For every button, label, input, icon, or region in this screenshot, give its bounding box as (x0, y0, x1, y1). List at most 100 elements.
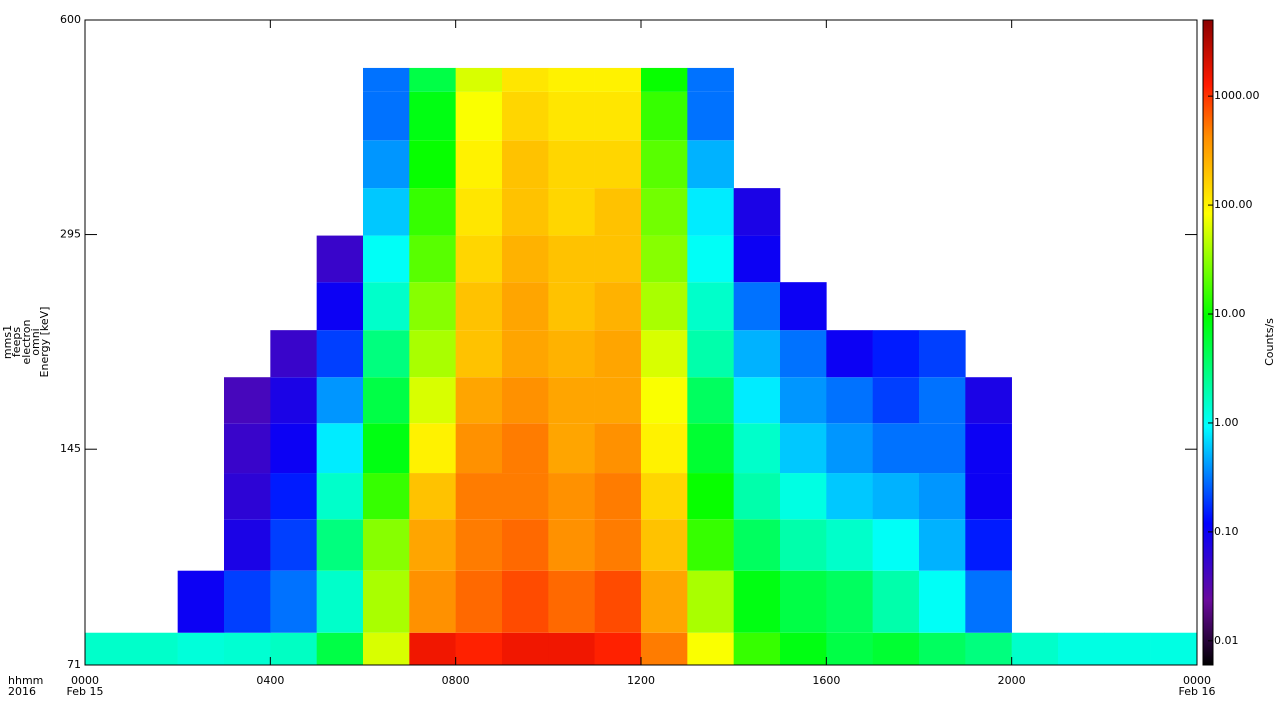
heatmap-cell (872, 473, 920, 520)
x-tick-label: 0400 (256, 674, 284, 687)
heatmap-cell (919, 570, 966, 633)
heatmap-cell (965, 519, 1012, 571)
heatmap-cell (502, 235, 549, 283)
heatmap-cell (270, 377, 317, 424)
heatmap-cell (872, 330, 920, 378)
heatmap-cell (455, 423, 503, 474)
heatmap-cell (641, 235, 688, 283)
heatmap-cell (409, 519, 456, 571)
y-tick-label: 71 (67, 658, 81, 671)
x-tick-label: 1600 (812, 674, 840, 687)
heatmap-cell (1011, 632, 1059, 665)
heatmap-cell (502, 282, 549, 331)
heatmap-cell (733, 377, 781, 424)
heatmap-cell (733, 519, 781, 571)
heatmap-cell (455, 91, 503, 141)
heatmap-cell (641, 423, 688, 474)
heatmap-cell (965, 570, 1012, 633)
heatmap-cell (502, 570, 549, 633)
heatmap-cell (780, 377, 827, 424)
heatmap-cell (919, 632, 966, 665)
heatmap-cell (224, 423, 271, 474)
heatmap-cell (733, 473, 781, 520)
heatmap-cell (548, 330, 595, 378)
heatmap-cell (363, 67, 410, 92)
heatmap-cell (224, 570, 271, 633)
x-tick-label: 2000 (998, 674, 1026, 687)
heatmap-cell (641, 330, 688, 378)
heatmap-cell (85, 632, 132, 665)
heatmap-cell (455, 67, 503, 92)
heatmap-cell (224, 519, 271, 571)
heatmap-cell (455, 377, 503, 424)
heatmap-cell (409, 570, 456, 633)
y-tick-label: 145 (60, 442, 81, 455)
colorbar-label: Counts/s (1263, 318, 1276, 366)
heatmap-cell (594, 377, 642, 424)
heatmap-cell (687, 67, 734, 92)
heatmap-cell (594, 282, 642, 331)
heatmap-cell (1058, 632, 1105, 665)
heatmap-cell (687, 570, 734, 633)
heatmap-cell (409, 330, 456, 378)
heatmap-cell (687, 282, 734, 331)
heatmap-cell (455, 140, 503, 189)
heatmap-cell (502, 67, 549, 92)
heatmap-cell (641, 140, 688, 189)
heatmap-cell (409, 632, 456, 665)
colorbar-tick-label: 10.00 (1214, 307, 1246, 320)
heatmap-cell (409, 282, 456, 331)
heatmap-cell (872, 632, 920, 665)
y-tick-label: 295 (60, 228, 81, 241)
heatmap-cell (224, 632, 271, 665)
heatmap-cell (409, 91, 456, 141)
x-tick-date: Feb 16 (1179, 685, 1216, 698)
x-tick-label: 0000 (71, 674, 99, 687)
heatmap-cell (548, 91, 595, 141)
heatmap-cell (548, 235, 595, 283)
heatmap-cell (641, 91, 688, 141)
heatmap-cell (594, 235, 642, 283)
heatmap-cell (1104, 632, 1151, 665)
heatmap-cell (826, 330, 873, 378)
heatmap-cell (826, 423, 873, 474)
heatmap-cell (316, 423, 364, 474)
heatmap-cell (733, 570, 781, 633)
x-label-year: 2016 (8, 685, 36, 698)
heatmap-cell (363, 235, 410, 283)
heatmap-cell (872, 519, 920, 571)
colorbar-tick-label: 1.00 (1214, 416, 1239, 429)
heatmap-cell (363, 570, 410, 633)
heatmap-cell (687, 140, 734, 189)
x-tick-label: 0000 (1183, 674, 1211, 687)
heatmap-cell (641, 67, 688, 92)
heatmap-cell (316, 570, 364, 633)
heatmap-cell (502, 330, 549, 378)
heatmap-cell (502, 473, 549, 520)
heatmap-cell (548, 570, 595, 633)
heatmap-cell (919, 377, 966, 424)
heatmap-cell (363, 140, 410, 189)
heatmap-cell (641, 282, 688, 331)
heatmap-cell (455, 282, 503, 331)
heatmap-cell (455, 235, 503, 283)
heatmap-cell (316, 632, 364, 665)
heatmap-cell (177, 570, 225, 633)
heatmap-cell (409, 473, 456, 520)
heatmap-cell (455, 570, 503, 633)
heatmap-cell (409, 423, 456, 474)
heatmap-cell (594, 632, 642, 665)
heatmap-cell (919, 423, 966, 474)
heatmap-cell (687, 519, 734, 571)
heatmap-cell (641, 632, 688, 665)
heatmap-cell (270, 570, 317, 633)
heatmap-cell (1150, 632, 1198, 665)
heatmap-cell (594, 91, 642, 141)
heatmap-cell (177, 632, 225, 665)
heatmap-cell (502, 188, 549, 236)
heatmap-cell (780, 570, 827, 633)
heatmap-cell (733, 235, 781, 283)
heatmap-cell (687, 91, 734, 141)
heatmap-cell (502, 423, 549, 474)
heatmap-cell (270, 330, 317, 378)
